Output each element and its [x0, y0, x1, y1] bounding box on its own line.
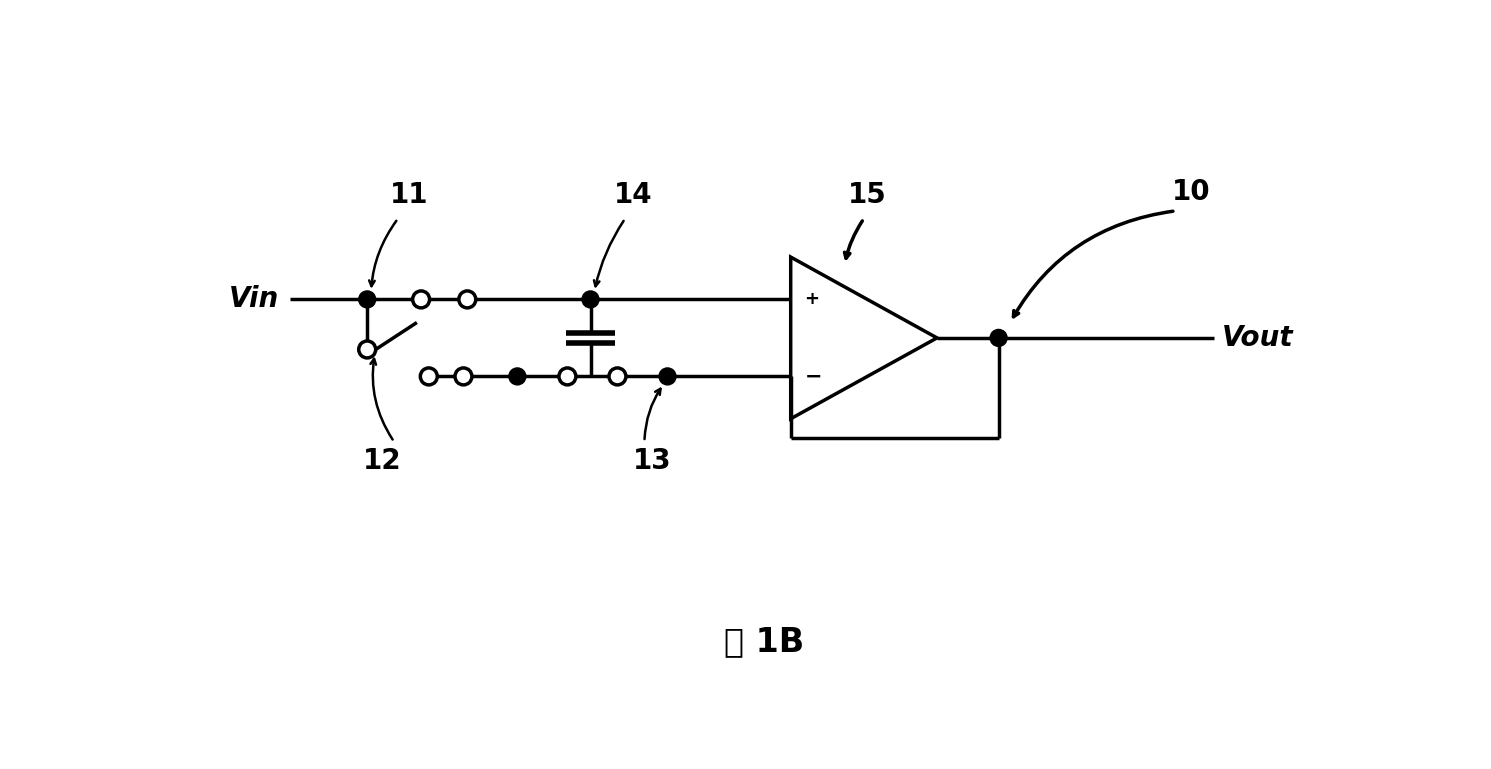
Text: 10: 10 [1172, 178, 1211, 205]
Circle shape [990, 329, 1006, 346]
Circle shape [608, 368, 626, 384]
Circle shape [413, 291, 429, 308]
Circle shape [455, 368, 473, 384]
Circle shape [359, 291, 376, 308]
Text: 12: 12 [364, 447, 403, 475]
Circle shape [359, 341, 376, 358]
Text: 13: 13 [632, 447, 671, 475]
Circle shape [559, 368, 576, 384]
Circle shape [459, 291, 476, 308]
Text: Vout: Vout [1223, 324, 1294, 352]
Circle shape [508, 368, 526, 384]
Text: 11: 11 [391, 181, 429, 209]
Text: 14: 14 [613, 181, 652, 209]
Circle shape [659, 368, 675, 384]
Circle shape [581, 291, 599, 308]
Circle shape [420, 368, 437, 384]
Text: −: − [805, 366, 822, 386]
Text: 图 1B: 图 1B [723, 625, 804, 658]
Text: 15: 15 [848, 181, 887, 209]
Text: +: + [805, 291, 820, 308]
Text: Vin: Vin [228, 285, 279, 314]
